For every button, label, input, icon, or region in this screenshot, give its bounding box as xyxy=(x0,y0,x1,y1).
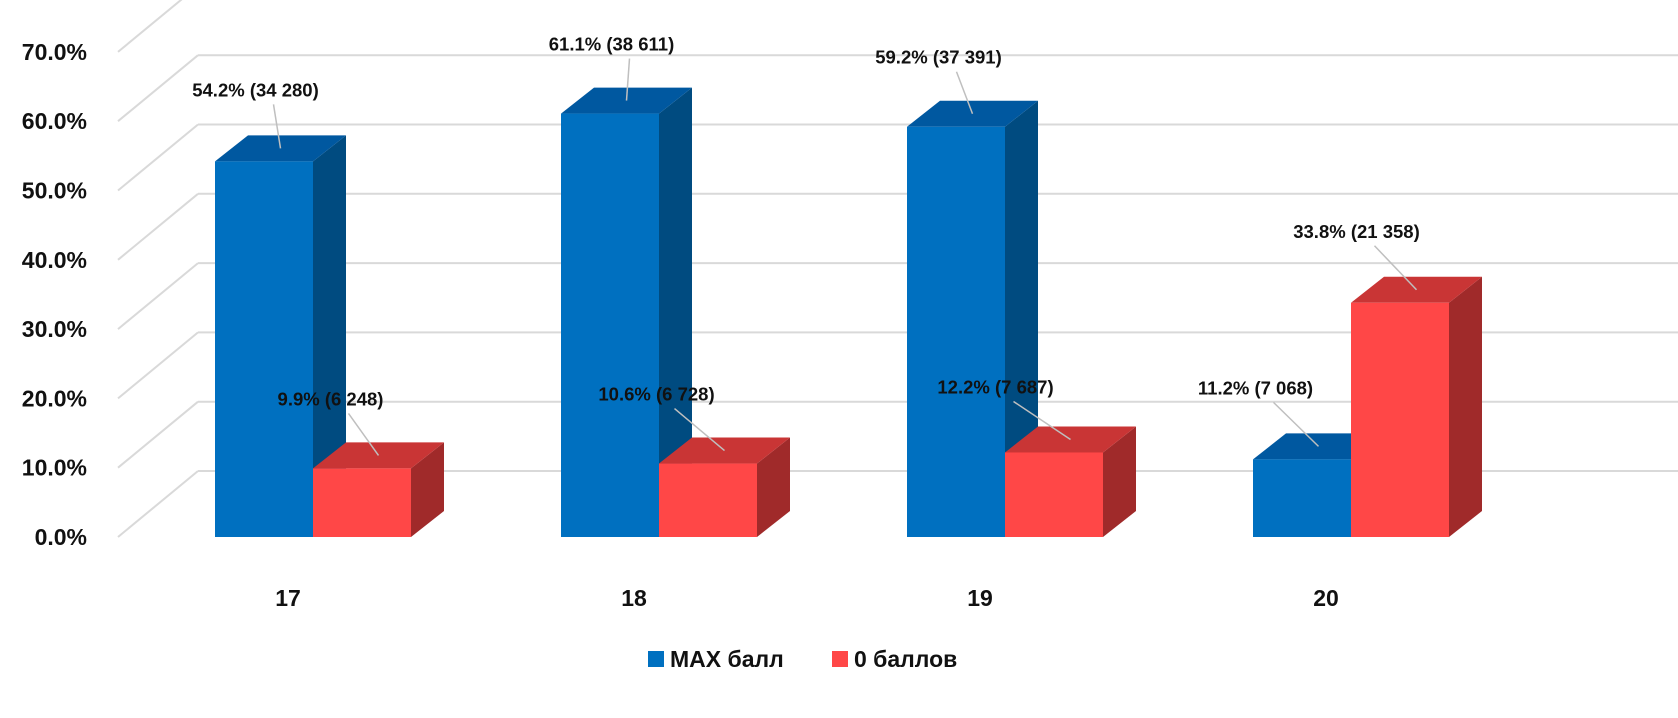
y-tick-label: 10.0% xyxy=(22,455,87,481)
data-label: 11.2% (7 068) xyxy=(1198,377,1313,398)
data-label-leader xyxy=(674,407,725,452)
legend-label-max: MAX балл xyxy=(670,646,784,672)
data-label: 54.2% (34 280) xyxy=(192,79,319,100)
bar-side xyxy=(313,135,346,538)
gridline-diagonal xyxy=(117,400,199,469)
gridline-diagonal xyxy=(117,54,199,122)
bar-front xyxy=(1005,452,1103,537)
y-tick-label: 70.0% xyxy=(22,39,87,65)
y-tick-label: 50.0% xyxy=(22,178,87,204)
bar xyxy=(659,437,790,537)
data-labels-layer: 54.2% (34 280) 9.9% (6 248) 61.1% (38 611)… xyxy=(192,34,1420,456)
legend: MAX балл 0 баллов xyxy=(648,646,957,672)
data-label-leader xyxy=(272,104,282,149)
data-label-leader xyxy=(955,71,974,115)
bar-side xyxy=(659,87,692,538)
gridline-diagonal xyxy=(117,123,199,192)
data-label-leader xyxy=(347,412,380,456)
y-tick-label: 40.0% xyxy=(22,247,87,273)
bar-side xyxy=(1449,276,1482,537)
data-label-leader xyxy=(1272,401,1320,447)
bars-layer xyxy=(215,87,1482,538)
bar xyxy=(1005,426,1136,537)
x-category-label: 17 xyxy=(275,585,301,611)
y-tick-label: 20.0% xyxy=(22,385,87,411)
bar-side xyxy=(411,442,444,537)
bar xyxy=(907,100,1038,537)
legend-swatch-max xyxy=(648,651,664,667)
gridline-diagonal xyxy=(117,470,199,538)
legend-label-zero: 0 баллов xyxy=(854,646,957,672)
bar-side xyxy=(1103,426,1136,537)
bar xyxy=(313,442,444,537)
bar-front xyxy=(1351,302,1449,537)
gridline-diagonal xyxy=(117,331,199,400)
x-category-label: 18 xyxy=(621,585,647,611)
y-tick-label: 0.0% xyxy=(35,524,87,550)
data-label-leader xyxy=(1013,400,1071,441)
data-label: 9.9% (6 248) xyxy=(278,388,384,409)
bar-side xyxy=(1005,100,1038,537)
x-category-label: 20 xyxy=(1313,585,1339,611)
data-label-leader xyxy=(625,58,631,101)
y-axis-ticks: 0.0% 10.0% 20.0% 30.0% 40.0% 50.0% 60.0% 70.0% xyxy=(22,39,87,550)
gridline-diagonal xyxy=(117,193,199,261)
data-label: 10.6% (6 728) xyxy=(598,384,714,405)
bar-front xyxy=(215,161,313,538)
gridline-diagonal xyxy=(117,0,183,53)
bar-front xyxy=(313,468,411,537)
bar-front xyxy=(907,126,1005,537)
bar-front xyxy=(659,463,757,537)
data-label: 12.2% (7 687) xyxy=(937,376,1053,397)
bar-side xyxy=(757,437,790,537)
x-axis-categories: 17 18 19 20 xyxy=(275,585,1339,611)
gridline-diagonal xyxy=(117,262,199,330)
data-label: 33.8% (21 358) xyxy=(1293,221,1420,242)
bar-front xyxy=(1253,459,1351,537)
data-label-leader xyxy=(1373,245,1418,291)
data-label: 61.1% (38 611) xyxy=(549,34,674,55)
bar-front xyxy=(561,113,659,538)
y-tick-label: 60.0% xyxy=(22,108,87,134)
x-category-label: 19 xyxy=(967,585,993,611)
y-tick-label: 30.0% xyxy=(22,316,87,342)
bar xyxy=(1351,276,1482,537)
data-label: 59.2% (37 391) xyxy=(875,47,1002,68)
legend-swatch-zero xyxy=(832,651,848,667)
